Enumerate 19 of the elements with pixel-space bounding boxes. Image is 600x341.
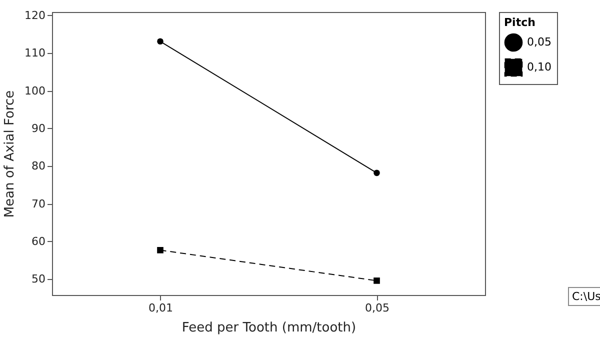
y-tick-label: 90 bbox=[32, 122, 46, 135]
point bbox=[374, 170, 380, 176]
y-axis-title: Mean of Axial Force bbox=[2, 90, 18, 218]
y-tick-label: 100 bbox=[24, 84, 46, 98]
y-tick-label: 60 bbox=[32, 234, 46, 248]
y-tick-label: 70 bbox=[32, 197, 46, 210]
legend-label: 0,10 bbox=[527, 60, 552, 74]
point bbox=[374, 278, 380, 284]
legend-title: Pitch bbox=[504, 16, 536, 29]
point bbox=[157, 246, 164, 254]
x-axis-title: Feed per Tooth (mm/tooth) bbox=[182, 320, 356, 336]
y-tick-label: 50 bbox=[32, 272, 46, 286]
y-tick-label: 80 bbox=[32, 160, 46, 173]
x-tick-label: 0,01 bbox=[148, 302, 173, 314]
text: C:\Us bbox=[568, 287, 600, 306]
legend-label: 0,05 bbox=[527, 36, 552, 48]
point bbox=[157, 38, 164, 45]
y-tick-label: 120 bbox=[24, 8, 46, 22]
y-tick-label: 110 bbox=[24, 46, 46, 60]
